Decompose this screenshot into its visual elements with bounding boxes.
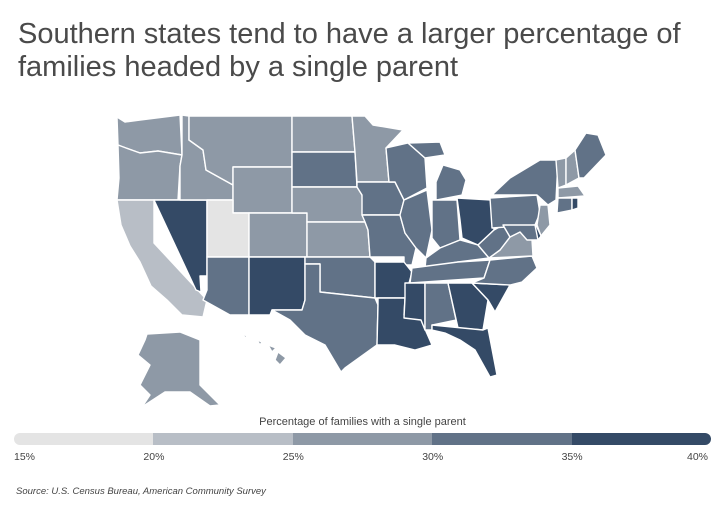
state-ca — [116, 199, 208, 318]
state-tn — [409, 259, 491, 284]
legend-bin-35-40 — [571, 433, 711, 445]
legend-bin-15-20 — [14, 433, 154, 445]
state-wy — [232, 166, 293, 214]
state-mi — [407, 141, 467, 201]
state-hi — [242, 333, 287, 366]
legend-bin-20-25 — [153, 433, 293, 445]
us-choropleth-map — [116, 114, 607, 411]
state-nj — [536, 204, 551, 237]
state-pa — [489, 194, 541, 229]
state-nc — [471, 255, 538, 286]
legend-tick: 25% — [282, 451, 304, 463]
state-az — [202, 256, 250, 316]
state-vt — [555, 157, 567, 189]
legend-tick: 35% — [561, 451, 583, 463]
legend-bin-25-30 — [292, 433, 433, 445]
state-or — [116, 144, 183, 201]
state-nd — [291, 115, 356, 153]
state-ks — [306, 221, 371, 258]
state-md — [502, 224, 539, 241]
legend-bar — [14, 433, 711, 445]
state-ma — [557, 185, 586, 199]
legend-tick: 20% — [143, 451, 165, 463]
legend-tick: 15% — [14, 451, 36, 463]
state-sd — [291, 151, 358, 188]
state-ga — [447, 282, 489, 331]
state-co — [248, 212, 308, 258]
state-in — [431, 199, 461, 249]
legend-bin-30-35 — [432, 433, 572, 445]
chart-title: Southern states tend to have a larger pe… — [18, 18, 681, 83]
state-ak — [137, 331, 221, 411]
state-ct — [556, 197, 573, 214]
legend-tick: 40% — [687, 451, 709, 463]
legend-title: Percentage of families with a single par… — [259, 416, 466, 428]
source-note: Source: U.S. Census Bureau, American Com… — [16, 486, 266, 497]
state-fl — [431, 324, 498, 378]
state-tx — [271, 263, 379, 373]
legend-tick: 30% — [422, 451, 444, 463]
state-me — [574, 132, 607, 179]
state-il — [399, 189, 433, 259]
state-nm — [248, 256, 306, 316]
state-ri — [571, 197, 579, 211]
